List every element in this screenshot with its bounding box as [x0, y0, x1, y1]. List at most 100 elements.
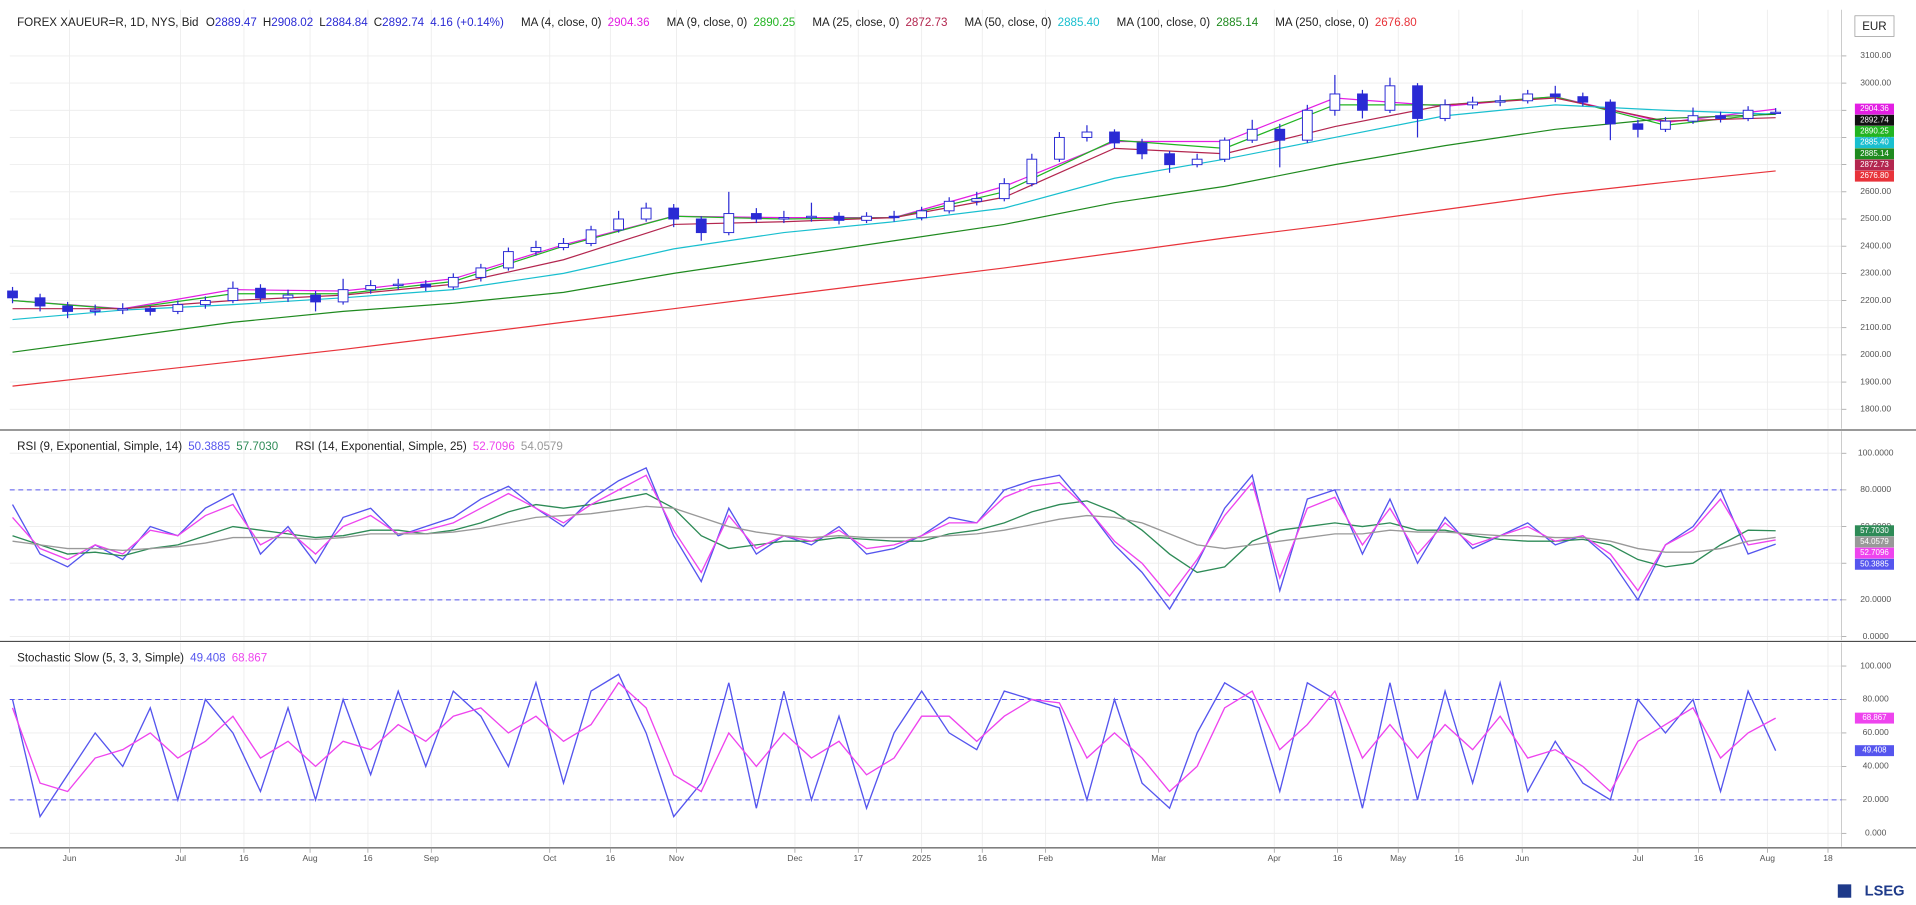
candle-body	[916, 210, 928, 219]
unit-box	[1854, 15, 1895, 37]
x-tick-label: Sep	[424, 853, 439, 863]
legend-value: 2885.14	[1216, 17, 1258, 29]
value-box	[1854, 558, 1895, 570]
legend-name: MA (25, close, 0)	[812, 17, 899, 29]
candle-body	[420, 283, 432, 288]
y-tick-label: 80.000	[1863, 694, 1889, 704]
moving-average-line	[12, 170, 1776, 387]
candle-body	[1219, 139, 1231, 160]
ohlc-value: 2889.47	[215, 17, 257, 29]
legend-name: MA (4, close, 0)	[521, 17, 602, 29]
y-tick-label: 2400.00	[1860, 240, 1891, 250]
candle-body	[1081, 131, 1093, 138]
candle-body	[750, 213, 762, 220]
candle-body	[282, 294, 294, 299]
ohlc-prefix: L	[319, 17, 326, 29]
candle-body	[1439, 104, 1451, 119]
candle-body	[199, 300, 211, 306]
candle-body	[1301, 109, 1313, 141]
candle-body	[1384, 85, 1396, 111]
value-box	[1854, 148, 1895, 160]
unit-label: EUR	[1862, 21, 1886, 33]
value-box	[1854, 125, 1895, 137]
candle-body	[227, 287, 239, 302]
legend: Stochastic Slow (5, 3, 3, Simple) 49.408 6…	[17, 652, 267, 664]
legend-value: 2890.25	[753, 17, 795, 29]
legend-value: 50.3885	[188, 441, 230, 453]
candle-body	[1522, 93, 1534, 102]
y-tick-label: 2100.00	[1860, 322, 1891, 332]
y-tick-label: 2200.00	[1860, 295, 1891, 305]
y-tick-label: 2300.00	[1860, 268, 1891, 278]
candle-body	[1632, 123, 1644, 130]
candle-body	[558, 242, 569, 249]
candle-body	[723, 213, 735, 234]
x-tick-label: Mar	[1151, 853, 1166, 863]
candle-body	[1357, 93, 1368, 111]
candle-body	[778, 217, 790, 220]
candle-body	[943, 200, 955, 212]
candle-body	[1494, 100, 1506, 103]
candle-body	[89, 309, 101, 312]
value-box-label: 68.867	[1862, 713, 1886, 722]
candle-body	[1412, 85, 1423, 119]
candle-body	[861, 215, 872, 221]
y-tick-label: 0.0000	[1863, 631, 1889, 641]
legend-name: MA (100, close, 0)	[1117, 17, 1211, 29]
y-tick-label: 1900.00	[1860, 376, 1891, 386]
ohlc-value: 2892.74	[382, 17, 424, 29]
legend-name: Stochastic Slow (5, 3, 3, Simple)	[17, 652, 184, 664]
value-box-label: 2885.40	[1860, 138, 1889, 147]
ohlc-prefix: H	[263, 17, 271, 29]
value-box	[1854, 712, 1895, 724]
legend-value: 2885.40	[1058, 17, 1100, 29]
candle-body	[1054, 136, 1065, 160]
value-box	[1854, 103, 1895, 115]
candle-body	[62, 305, 74, 312]
legend: RSI (9, Exponential, Simple, 14) 50.3885 5…	[17, 441, 563, 453]
legend-name: MA (50, close, 0)	[965, 17, 1052, 29]
y-tick-label: 100.0000	[1858, 448, 1894, 458]
x-tick-label: May	[1390, 853, 1407, 863]
candle-body	[1604, 101, 1616, 125]
candle-body	[7, 290, 18, 299]
indicator-line	[11, 681, 1776, 793]
candle-body	[1164, 153, 1175, 166]
value-box-label: 2904.36	[1860, 104, 1889, 113]
indicator-line	[11, 673, 1777, 819]
legend-value: 68.867	[232, 652, 267, 664]
value-box	[1854, 137, 1895, 149]
candle-body	[888, 215, 900, 219]
y-tick-label: 2000.00	[1860, 349, 1891, 359]
value-box-label: 2892.74	[1860, 115, 1889, 124]
candle-body	[695, 218, 707, 234]
candle-body	[530, 247, 542, 253]
value-box-label: 49.408	[1862, 746, 1887, 755]
candle-body	[585, 229, 597, 244]
y-tick-label: 0.000	[1865, 828, 1887, 838]
value-box	[1854, 170, 1895, 182]
legend-name: MA (9, close, 0)	[667, 17, 748, 29]
x-tick-label: 16	[606, 853, 616, 863]
candle-body	[447, 276, 459, 288]
candle-body	[117, 308, 129, 311]
candle-body	[503, 251, 514, 269]
candle-body	[1715, 115, 1726, 119]
y-tick-label: 20.0000	[1860, 594, 1891, 604]
candle-body	[34, 297, 46, 307]
value-box-label: 57.7030	[1860, 526, 1889, 535]
candle-body	[998, 183, 1010, 200]
candle-body	[1136, 142, 1148, 155]
candle-body	[668, 207, 680, 220]
x-tick-label: 18	[1823, 853, 1833, 863]
ohlc-prefix: O	[206, 17, 215, 29]
value-box-label: 54.0579	[1860, 537, 1889, 546]
x-tick-label: Feb	[1038, 853, 1053, 863]
candle-body	[310, 294, 321, 303]
candle-body	[1191, 158, 1203, 166]
candle-body	[1329, 93, 1341, 111]
value-box-label: 52.7096	[1860, 548, 1889, 557]
legend-value: 49.408	[190, 652, 225, 664]
candle-body	[1549, 93, 1561, 98]
